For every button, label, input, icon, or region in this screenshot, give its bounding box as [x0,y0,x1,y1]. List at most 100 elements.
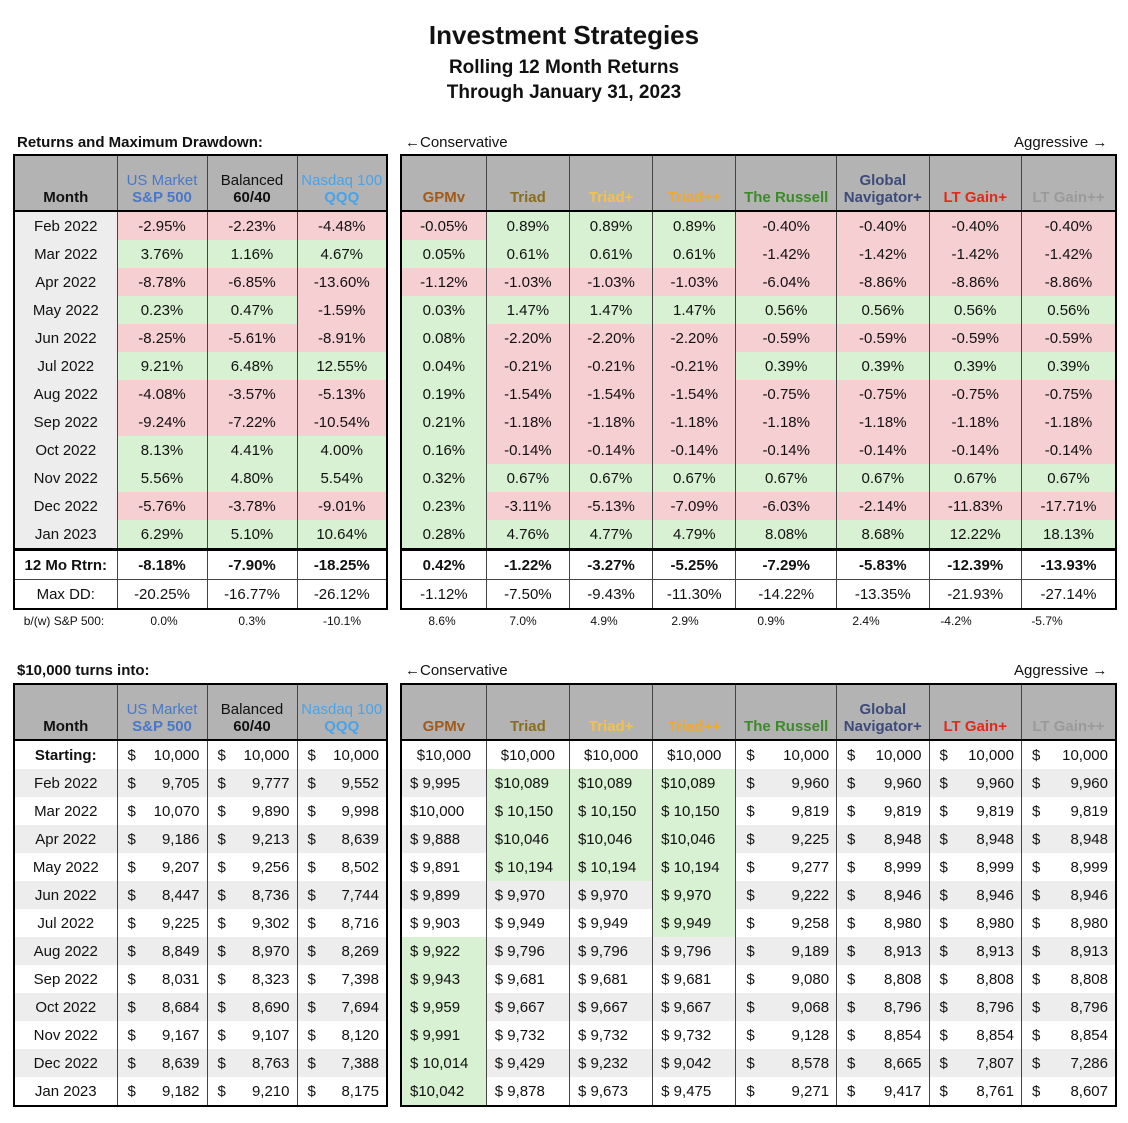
dollar-sign: $ [307,746,316,764]
return-cell: 0.47% [206,296,297,324]
ltgainpp-header: LT Gain++ [1020,155,1116,211]
month-cell: Mar 2022 [14,240,117,268]
growth-value: $9,819 [735,797,837,825]
growth-value: $9,182 [116,1077,207,1106]
amount: 10,000 [783,746,830,764]
dollar-sign: $ [939,998,948,1016]
starting-value-inner: $10,000 [737,746,836,764]
dollar-sign: $ [939,1026,948,1044]
growth-value-inner: $9,258 [737,914,836,932]
growth-value-inner: $9,213 [208,831,297,848]
growth-value: $9,256 [206,853,297,881]
growth-value: $8,639 [296,825,387,853]
triad-header: Triad [485,155,570,211]
dollar-sign: $ [746,998,755,1016]
conservative-label-2: ←Conservative [405,662,508,679]
return-cell: -1.54% [485,380,570,408]
growth-value-inner: $8,999 [838,859,929,876]
growth-value: $9,225 [735,825,837,853]
dollar-sign: $ [307,774,316,792]
return-cell: -1.03% [568,268,653,296]
vs-sp500-label: b/(w) S&P 500: [23,614,105,628]
growth-value: $8,175 [296,1077,387,1106]
dollar-sign: $ [217,886,226,904]
growth-value-inner: $9,068 [737,998,836,1016]
growth-value: $ 9,681 [652,965,736,993]
amount: 9,258 [791,914,830,932]
month-cell: Apr 2022 [14,268,117,296]
growth-value: $8,120 [296,1021,387,1049]
amount: 9,417 [883,1082,922,1100]
dollar-sign: $ [939,942,948,960]
amount: 8,946 [976,886,1014,904]
growth-value-inner: $9,819 [838,803,929,820]
growth-value-inner: $8,946 [838,887,929,904]
growth-value: $9,960 [1020,769,1116,797]
growth-value: $9,068 [735,993,837,1021]
growth-value: $9,271 [735,1077,837,1106]
starting-label: Starting: [14,740,117,769]
return-cell: -0.14% [568,436,653,464]
sp500-header-bottom: S&P 500 [132,189,192,206]
growth-value: $8,796 [928,993,1022,1021]
growth-table-left: Month US Market S&P 500 Balanced 60/40 Nasdaq… [13,683,388,1107]
growth-value: $7,744 [296,881,387,909]
dollar-sign: $ [217,942,226,960]
amount: 8,980 [976,914,1014,932]
vs-sp500-value: 2.9% [671,614,699,628]
return-cell: -6.04% [735,268,837,296]
dollar-sign: $ [217,1082,226,1100]
return-cell: -2.95% [116,211,207,240]
return-cell: 6.29% [116,520,207,550]
return-cell: 0.05% [401,240,487,268]
growth-value-inner: $8,913 [930,943,1021,960]
return-cell: -8.86% [928,268,1022,296]
return-cell: 0.67% [735,464,837,492]
return-cell: 8.68% [836,520,929,550]
return-cell: -4.48% [296,211,387,240]
amount: 8,970 [251,942,290,960]
dollar-sign: $ [1031,1026,1041,1044]
month-cell: Sep 2022 [14,965,117,993]
triad-header: Triad [485,684,570,740]
amount: 8,690 [251,998,290,1016]
growth-value: $ 9,903 [401,909,487,937]
russell-header: The Russell [735,684,837,740]
growth-value-inner: $9,207 [118,859,207,876]
triadpp-header: Triad++ [652,684,736,740]
gpmv-header: GPMv [401,684,487,740]
return-cell: 1.47% [652,296,736,324]
return-cell: 0.03% [401,296,487,324]
return-cell: -1.18% [836,408,929,436]
return-cell: -17.71% [1020,492,1116,520]
growth-value-inner: $9,167 [118,1027,207,1044]
dollar-sign: $ [127,802,136,820]
return-cell: -0.59% [735,324,837,352]
maxdd-value: -26.12% [296,579,387,609]
twelve-month-value: -13.93% [1020,549,1116,580]
global-header: Global Navigator+ [836,684,929,740]
growth-value: $8,854 [1020,1021,1116,1049]
growth-value: $8,716 [296,909,387,937]
global-header-bottom: Navigator+ [843,189,922,206]
russell-header: The Russell [735,155,837,211]
maxdd-value: -7.50% [485,579,570,609]
dollar-sign: $ [1031,746,1041,764]
return-cell: 0.67% [485,464,570,492]
return-cell: 4.67% [296,240,387,268]
return-cell: -3.78% [206,492,297,520]
dollar-sign: $ [307,942,316,960]
growth-value-inner: $8,980 [838,915,929,932]
growth-value: $9,128 [735,1021,837,1049]
growth-value: $ 9,888 [401,825,487,853]
growth-value: $10,089 [568,769,653,797]
growth-value: $ 10,150 [485,797,570,825]
growth-value: $8,980 [928,909,1022,937]
growth-value: $9,819 [1020,797,1116,825]
growth-value-inner: $9,819 [1022,803,1115,820]
amount: 8,796 [1070,998,1108,1016]
amount: 8,854 [883,1026,922,1044]
growth-value: $8,808 [1020,965,1116,993]
growth-value-inner: $8,946 [1022,887,1115,904]
amount: 10,000 [968,746,1014,764]
